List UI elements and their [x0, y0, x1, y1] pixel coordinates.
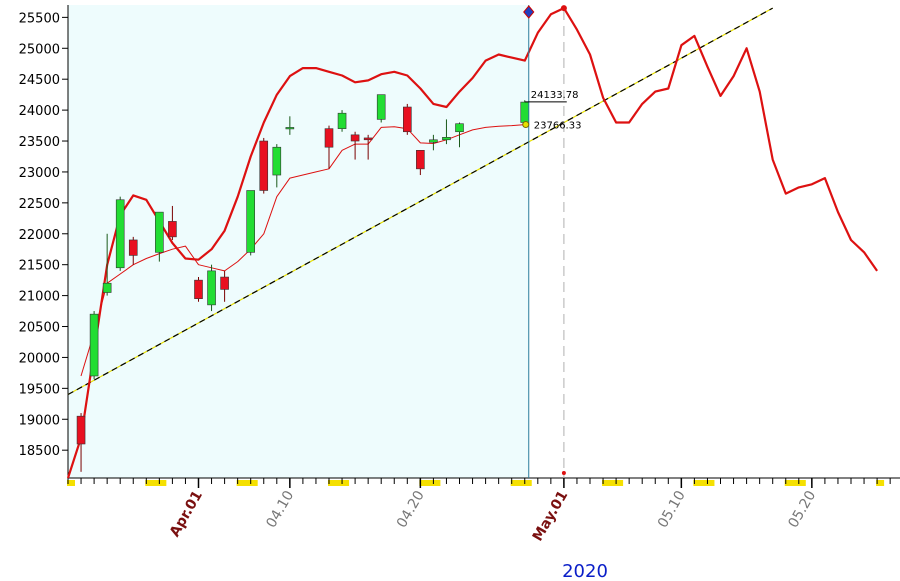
peak-bottom-marker: [561, 471, 566, 475]
peak-marker: [560, 5, 567, 12]
candle-body: [442, 137, 451, 141]
candle-body: [416, 150, 425, 170]
candle: [429, 134, 438, 151]
year-label: 2020: [562, 561, 608, 581]
y-tick-label: 20000: [19, 351, 60, 366]
candle-body: [337, 112, 347, 129]
candle: [155, 211, 164, 262]
candle-body: [168, 221, 177, 238]
band-lines: [66, 7, 879, 479]
y-tick-label: 19000: [19, 413, 60, 428]
candle-body: [285, 127, 295, 130]
candle: [402, 103, 412, 135]
current-mid-label: 23766.33: [534, 121, 582, 132]
weekend-block: [419, 480, 441, 486]
candle-body: [115, 199, 125, 269]
candle: [442, 119, 451, 145]
weekend-block: [145, 480, 167, 486]
candle: [272, 144, 282, 188]
candle: [337, 110, 347, 132]
candle-body: [89, 313, 99, 377]
y-tick-label: 20500: [19, 321, 60, 336]
y-tick-label: 24500: [19, 73, 60, 88]
candle: [194, 277, 203, 302]
y-tick-label: 19500: [19, 382, 60, 397]
candle-body: [155, 211, 164, 253]
candle-body: [220, 276, 229, 290]
candle: [259, 137, 269, 194]
candle: [350, 131, 360, 160]
candle-body: [76, 415, 86, 445]
candle-body: [194, 279, 203, 299]
candle: [416, 150, 425, 176]
candle-body: [272, 146, 282, 176]
candle: [455, 122, 464, 148]
weekend-block: [602, 480, 624, 486]
y-tick-label: 21000: [19, 290, 60, 305]
candle-body: [324, 128, 334, 148]
candle: [89, 311, 99, 380]
y-tick-label: 25000: [19, 42, 60, 57]
candle: [207, 264, 216, 312]
middle-line: [80, 124, 525, 377]
y-tick-label: 22000: [19, 228, 60, 243]
candle-body: [128, 239, 138, 256]
trend-line: [67, 7, 773, 396]
candle: [324, 125, 334, 169]
y-tick-label: 21500: [19, 259, 60, 274]
weekend-block: [510, 480, 532, 486]
y-tick-label: 18500: [19, 444, 60, 459]
weekend-block: [67, 480, 75, 486]
candle: [246, 190, 255, 256]
candle: [76, 413, 86, 472]
y-tick-label: 22500: [19, 197, 60, 212]
candles: [76, 94, 530, 472]
candle: [376, 94, 386, 123]
y-tick-label: 23000: [19, 166, 60, 181]
current-close-label: 24133.78: [531, 90, 579, 101]
weekend-block: [784, 480, 806, 486]
candle: [285, 116, 295, 135]
candle-body: [520, 101, 530, 123]
weekend-block: [876, 480, 885, 486]
candle-body: [455, 123, 464, 133]
trend-line-dashes: [67, 7, 773, 396]
candle: [128, 236, 138, 265]
candle-body: [259, 140, 269, 191]
weekend-block: [693, 480, 715, 486]
weekend-block: [236, 480, 258, 486]
history-region: [68, 5, 529, 478]
candle: [102, 233, 112, 296]
candle-body: [246, 190, 255, 253]
candle-body: [402, 106, 412, 133]
weekend-block: [328, 480, 350, 486]
y-tick-label: 23500: [19, 135, 60, 150]
upper-band-line: [66, 7, 879, 479]
candle-body: [207, 270, 216, 306]
candle: [168, 205, 177, 240]
candle: [115, 196, 125, 271]
y-axis: 18500 19000 19500 20000 20500 21000 21500 22000…: [19, 5, 69, 478]
candle-body: [363, 137, 373, 141]
candle: [363, 134, 373, 160]
y-tick-label: 24000: [19, 104, 60, 119]
candle-body: [376, 94, 386, 120]
markers: 24133.78 23766.33: [522, 5, 582, 478]
candle-body: [102, 282, 112, 293]
candle: [220, 270, 229, 302]
current-diamond-marker: [523, 5, 535, 19]
candle-body: [429, 139, 438, 143]
mid-marker: [522, 121, 530, 129]
candle-body: [350, 134, 360, 142]
y-tick-label: 25500: [19, 11, 60, 26]
